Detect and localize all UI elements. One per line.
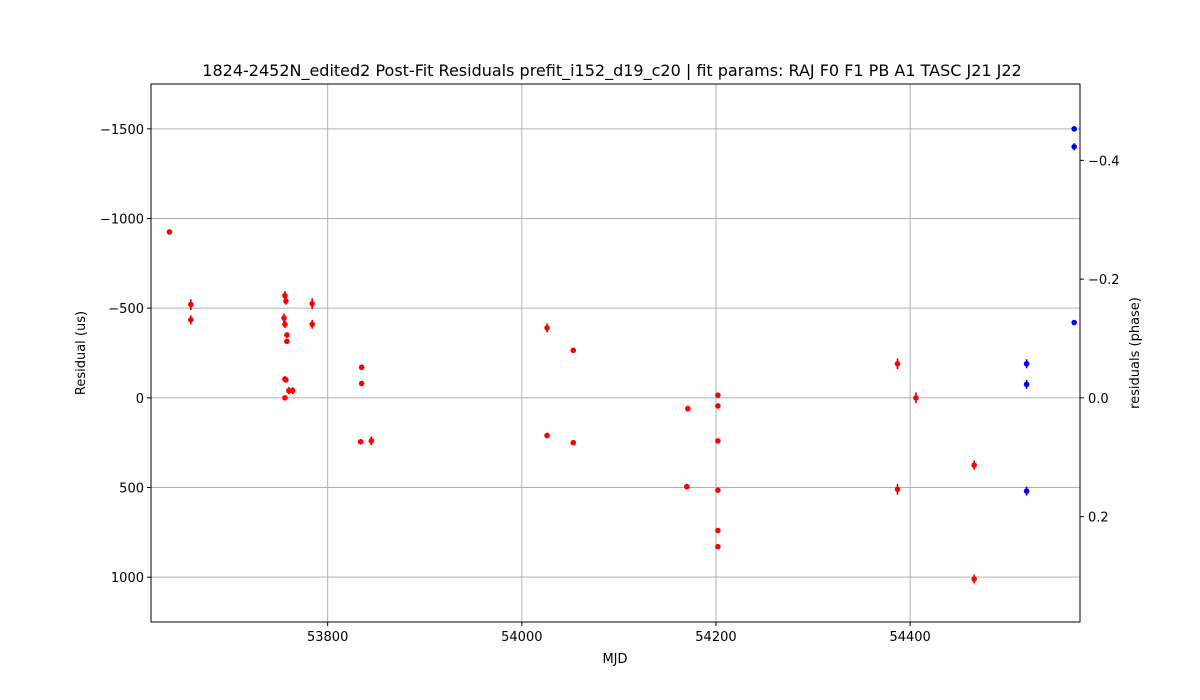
data-point (570, 439, 577, 446)
y-tick-label: −500 (108, 302, 144, 317)
data-point (309, 321, 315, 328)
y2-axis-ticks: −0.4 −0.2 0.0 0.2 (1080, 154, 1120, 526)
data-point (1023, 488, 1030, 494)
y2-tick-label: 0.2 (1088, 511, 1109, 526)
axes-frame (150, 83, 1081, 623)
data-point (284, 332, 290, 338)
data-point (1071, 143, 1077, 150)
data-point (1023, 381, 1030, 388)
data-point (715, 527, 721, 534)
data-point (1071, 319, 1077, 326)
data-point (357, 438, 364, 445)
y-axis-ticks: −1500 −1000 −500 0 500 1000 (100, 123, 151, 586)
data-point (282, 321, 288, 328)
x-axis-label: MJD (602, 652, 627, 667)
data-point (166, 229, 173, 235)
x-tick-label: 54000 (501, 630, 542, 645)
series-0 (166, 229, 977, 584)
data-point (309, 300, 315, 307)
data-point (283, 298, 289, 304)
y-tick-label: −1000 (100, 213, 144, 228)
data-point (971, 576, 977, 582)
data-point (188, 317, 194, 323)
data-point (570, 347, 577, 354)
data-point (715, 392, 721, 398)
data-layer (166, 126, 1077, 584)
y2-axis-label: residuals (phase) (1128, 297, 1143, 409)
series-1 (1023, 126, 1077, 496)
data-point (544, 432, 550, 439)
data-point (544, 325, 550, 331)
x-tick-label: 54200 (695, 630, 736, 645)
data-point (289, 387, 296, 394)
data-point (358, 364, 365, 371)
data-point (894, 486, 901, 493)
y-tick-label: −1500 (100, 123, 144, 138)
x-tick-label: 53800 (307, 630, 348, 645)
data-point (188, 301, 194, 308)
y-tick-label: 0 (136, 392, 144, 407)
y2-tick-label: 0.0 (1088, 392, 1109, 407)
data-point (894, 360, 901, 367)
data-point (715, 543, 721, 550)
data-point (715, 403, 721, 409)
x-axis-ticks: 53800 54000 54200 54400 (307, 622, 931, 645)
data-point (368, 438, 375, 444)
y2-tick-label: −0.4 (1088, 154, 1120, 169)
y-axis-label: Residual (us) (74, 311, 89, 395)
y-tick-label: 1000 (111, 571, 144, 586)
y-tick-label: 500 (119, 482, 144, 497)
data-point (715, 438, 721, 444)
data-point (282, 395, 288, 401)
data-point (684, 483, 690, 490)
data-point (358, 380, 365, 387)
data-point (913, 395, 919, 401)
data-point (685, 405, 691, 412)
data-point (971, 462, 977, 468)
data-point (1023, 360, 1030, 367)
data-point (1071, 126, 1077, 132)
data-point (282, 292, 288, 299)
data-point (286, 387, 292, 394)
data-point (715, 487, 721, 493)
chart-title: 1824-2452N_edited2 Post-Fit Residuals pr… (202, 61, 1021, 81)
data-point (284, 338, 290, 345)
data-point (281, 315, 287, 321)
grid-layer (151, 84, 1080, 622)
data-point (283, 377, 289, 383)
y2-tick-label: −0.2 (1088, 273, 1120, 288)
x-tick-label: 54400 (889, 630, 930, 645)
